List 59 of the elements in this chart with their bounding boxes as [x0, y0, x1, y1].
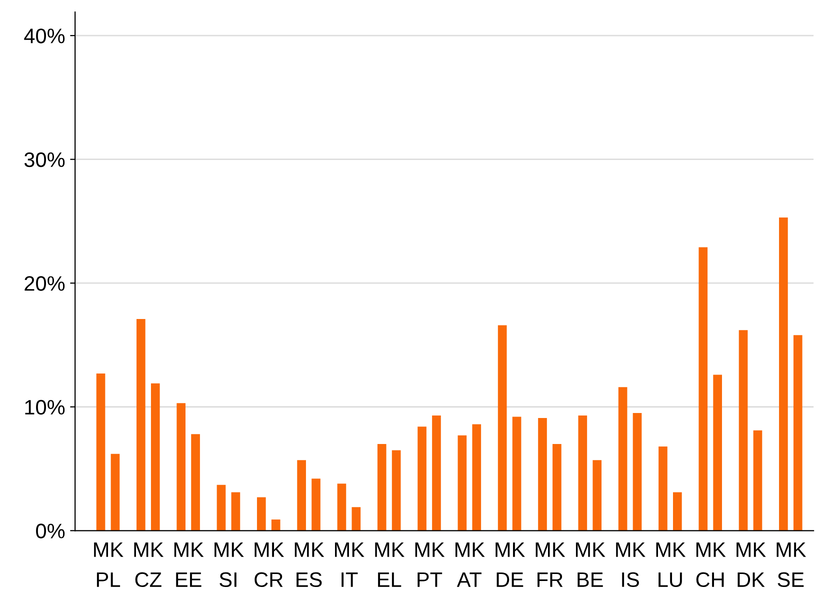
bar — [713, 374, 722, 531]
bar — [176, 403, 186, 531]
bar — [592, 460, 602, 531]
x-tick-label: MK ES — [294, 542, 324, 588]
bar — [618, 387, 628, 531]
bar — [472, 424, 482, 531]
bar — [392, 450, 401, 531]
bar — [738, 330, 748, 531]
bar — [96, 373, 106, 531]
bar — [498, 325, 507, 531]
x-tick-label: MK SE — [776, 542, 806, 588]
bar — [256, 497, 266, 531]
bar — [110, 454, 120, 531]
bar — [191, 434, 200, 531]
bar — [418, 426, 426, 531]
bar — [337, 484, 346, 531]
x-tick-label: MK DK — [736, 542, 766, 587]
y-tick-label: 10% — [25, 400, 65, 415]
x-tick-label: MK CR — [254, 542, 284, 588]
x-tick-label: MK EE — [174, 542, 204, 587]
x-tick-label: MK SI — [214, 542, 244, 588]
x-tick-label: MK DE — [496, 542, 525, 587]
bar — [271, 520, 280, 531]
bar — [312, 478, 320, 531]
y-tick-label: 0% — [36, 524, 65, 538]
bar — [578, 416, 588, 531]
bar — [793, 335, 802, 531]
y-tick-label: 30% — [24, 152, 65, 168]
y-tick-label: 20% — [24, 276, 65, 291]
x-tick-label: MK CZ — [134, 542, 164, 588]
bar — [753, 430, 762, 531]
bar — [658, 446, 668, 531]
bar — [779, 218, 788, 531]
bar — [458, 435, 467, 531]
x-tick-label: MK PL — [94, 542, 124, 587]
x-tick-label: MK FR — [536, 542, 566, 587]
bar — [432, 416, 441, 531]
y-tick-label: 40% — [24, 28, 65, 44]
x-tick-label: MK IS — [616, 542, 646, 588]
bar — [231, 492, 240, 531]
x-tick-label: MK IT — [335, 542, 364, 587]
bar — [297, 460, 306, 531]
bar — [698, 247, 708, 531]
bar — [377, 444, 386, 531]
x-tick-label: MK PT — [415, 542, 445, 587]
x-tick-label: MK CH — [696, 542, 726, 588]
x-tick-label: MK LU — [656, 542, 686, 588]
bar — [538, 418, 547, 531]
bar — [136, 319, 146, 531]
bar — [552, 444, 562, 531]
bar — [673, 492, 682, 531]
x-tick-label: MK AT — [455, 542, 485, 587]
x-tick-label: MK BE — [576, 542, 606, 587]
bar — [632, 413, 642, 531]
bar — [216, 484, 226, 531]
bar — [512, 416, 522, 531]
bar — [352, 507, 361, 531]
bar — [150, 383, 160, 531]
x-tick-label: MK EL — [375, 542, 404, 587]
